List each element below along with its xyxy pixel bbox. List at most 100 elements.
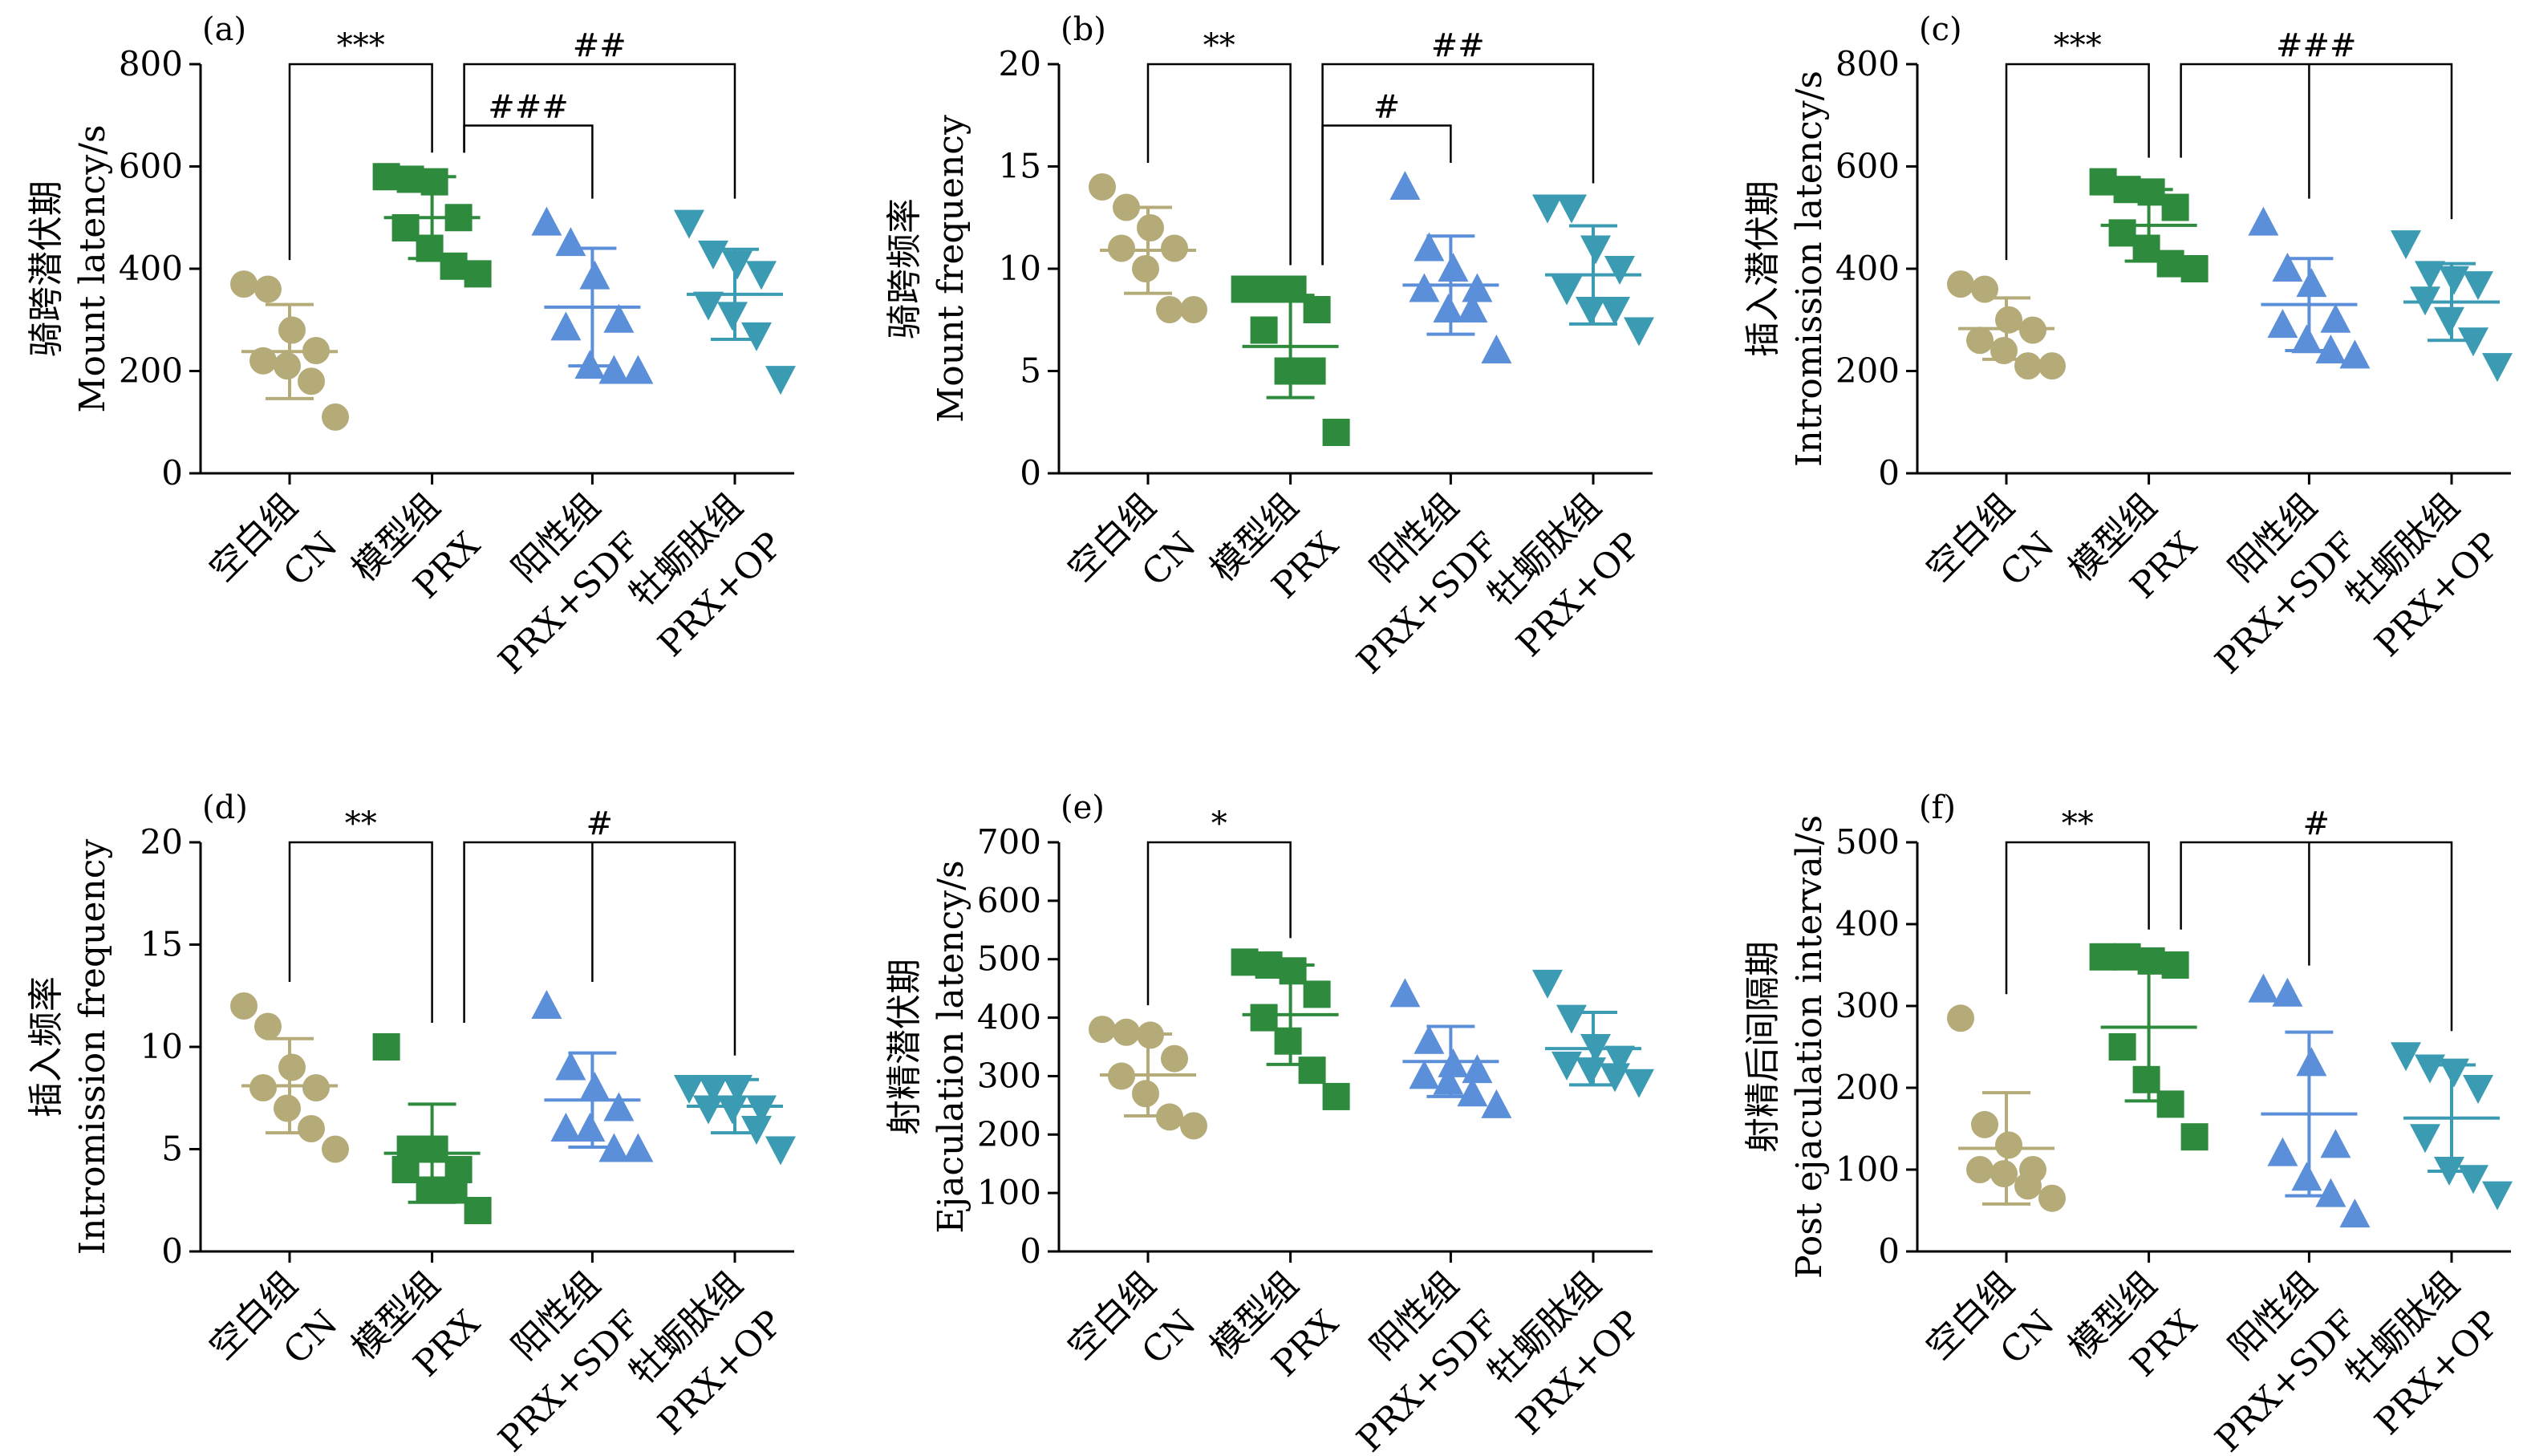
data-point [1180, 1112, 1207, 1140]
data-point [623, 355, 654, 384]
series-prx [372, 1033, 492, 1224]
data-point [1971, 275, 1998, 303]
y-tick-label: 100 [977, 1173, 1041, 1212]
data-point [2410, 1124, 2440, 1154]
data-point [674, 209, 704, 239]
panel-label: (a) [202, 11, 246, 48]
data-point [396, 165, 424, 193]
series-cn [230, 270, 349, 431]
data-point [1624, 317, 1654, 347]
data-point [1279, 275, 1307, 303]
data-point [603, 303, 635, 333]
data-point [1462, 273, 1493, 302]
x-tick-label-en: CN [1134, 1303, 1204, 1373]
x-tick-label-en: CN [1993, 525, 2063, 594]
data-point [698, 240, 728, 270]
data-point [1089, 1016, 1116, 1044]
data-point [2248, 206, 2279, 236]
data-point [2291, 324, 2322, 354]
significance-bracket [463, 63, 736, 199]
data-point [1322, 419, 1350, 446]
data-point [765, 366, 796, 395]
data-point [278, 316, 306, 344]
data-point [2038, 1184, 2066, 1212]
data-point [2132, 234, 2160, 262]
data-point [1409, 273, 1440, 302]
data-point [2434, 306, 2464, 336]
y-tick-label: 10 [140, 1027, 183, 1066]
series-prx-sdf [1389, 978, 1512, 1118]
panel-label: (e) [1061, 789, 1105, 826]
panel-label: (c) [1919, 11, 1962, 48]
y-tick-label: 0 [161, 453, 183, 493]
y-axis-title-zh: 插入潜伏期 [1742, 180, 1783, 357]
y-tick-label: 200 [977, 1114, 1041, 1154]
series-prx [1231, 948, 1350, 1110]
x-tick-label-en: CN [276, 525, 346, 594]
y-tick-label: 200 [1835, 351, 1900, 391]
series-cn [1089, 173, 1207, 323]
data-point [1231, 275, 1259, 303]
y-tick-label: 0 [1020, 1231, 1041, 1271]
panel-label: (d) [202, 789, 248, 826]
data-point [2439, 1058, 2469, 1088]
data-point [1279, 957, 1307, 985]
series-prx-op [674, 209, 796, 395]
data-point [1433, 1065, 1464, 1095]
y-axis-title-zh: 射精后间隔期 [1742, 941, 1783, 1153]
data-point [1180, 296, 1207, 323]
significance-label: *** [2054, 27, 2102, 64]
y-tick-label: 200 [1835, 1068, 1900, 1107]
data-point [2315, 1178, 2346, 1207]
y-tick-label: 0 [1878, 453, 1900, 493]
data-point [1947, 1004, 1974, 1032]
data-point [1132, 1080, 1159, 1108]
data-point [2415, 1054, 2445, 1084]
data-point [1576, 1057, 1606, 1087]
significance-bracket [2180, 841, 2453, 1032]
data-point [416, 1176, 444, 1204]
data-point [1322, 1082, 1350, 1110]
x-tick-label-en: CN [1134, 525, 1204, 594]
data-point [1389, 978, 1421, 1008]
series-cn [230, 992, 349, 1163]
significance-bracket [1146, 841, 1292, 1006]
y-axis-title-en: Post ejaculation interval/s [1789, 815, 1830, 1279]
y-tick-label: 400 [119, 249, 183, 288]
chart-panel-e: (e) 0 100 200 300 400 500 600 700 射精潜伏期 Ejaculatio… [884, 789, 1654, 1456]
series-prx-sdf [531, 990, 654, 1162]
y-tick-label: 0 [1878, 1231, 1900, 1271]
data-point [464, 1197, 492, 1224]
data-point [2482, 1181, 2513, 1211]
data-point [2038, 352, 2066, 380]
data-point [2156, 1090, 2184, 1118]
y-axis-title-zh: 射精潜伏期 [884, 959, 925, 1135]
data-point [1250, 1004, 1278, 1032]
significance-label: ## [573, 27, 627, 64]
data-point [598, 355, 630, 384]
data-point [1231, 948, 1259, 976]
data-point [741, 1116, 772, 1145]
data-point [531, 990, 562, 1019]
data-point [2320, 303, 2351, 333]
y-tick-label: 400 [1835, 249, 1900, 288]
data-point [1966, 1156, 1994, 1183]
data-point [1990, 337, 2018, 364]
data-point [1600, 297, 1630, 326]
significance-label: ** [2062, 805, 2094, 842]
y-tick-label: 800 [1835, 44, 1900, 83]
data-point [2296, 268, 2327, 298]
y-axis-title-en: Intromission frequency [72, 839, 113, 1255]
data-point [2267, 1137, 2298, 1166]
data-point [2391, 1042, 2421, 1072]
significance-label: # [2303, 805, 2330, 842]
data-point [1433, 294, 1464, 322]
series-cn [1947, 270, 2066, 380]
data-point [1457, 1077, 1488, 1107]
data-point [2291, 1162, 2322, 1191]
significance-bracket [288, 841, 433, 1023]
